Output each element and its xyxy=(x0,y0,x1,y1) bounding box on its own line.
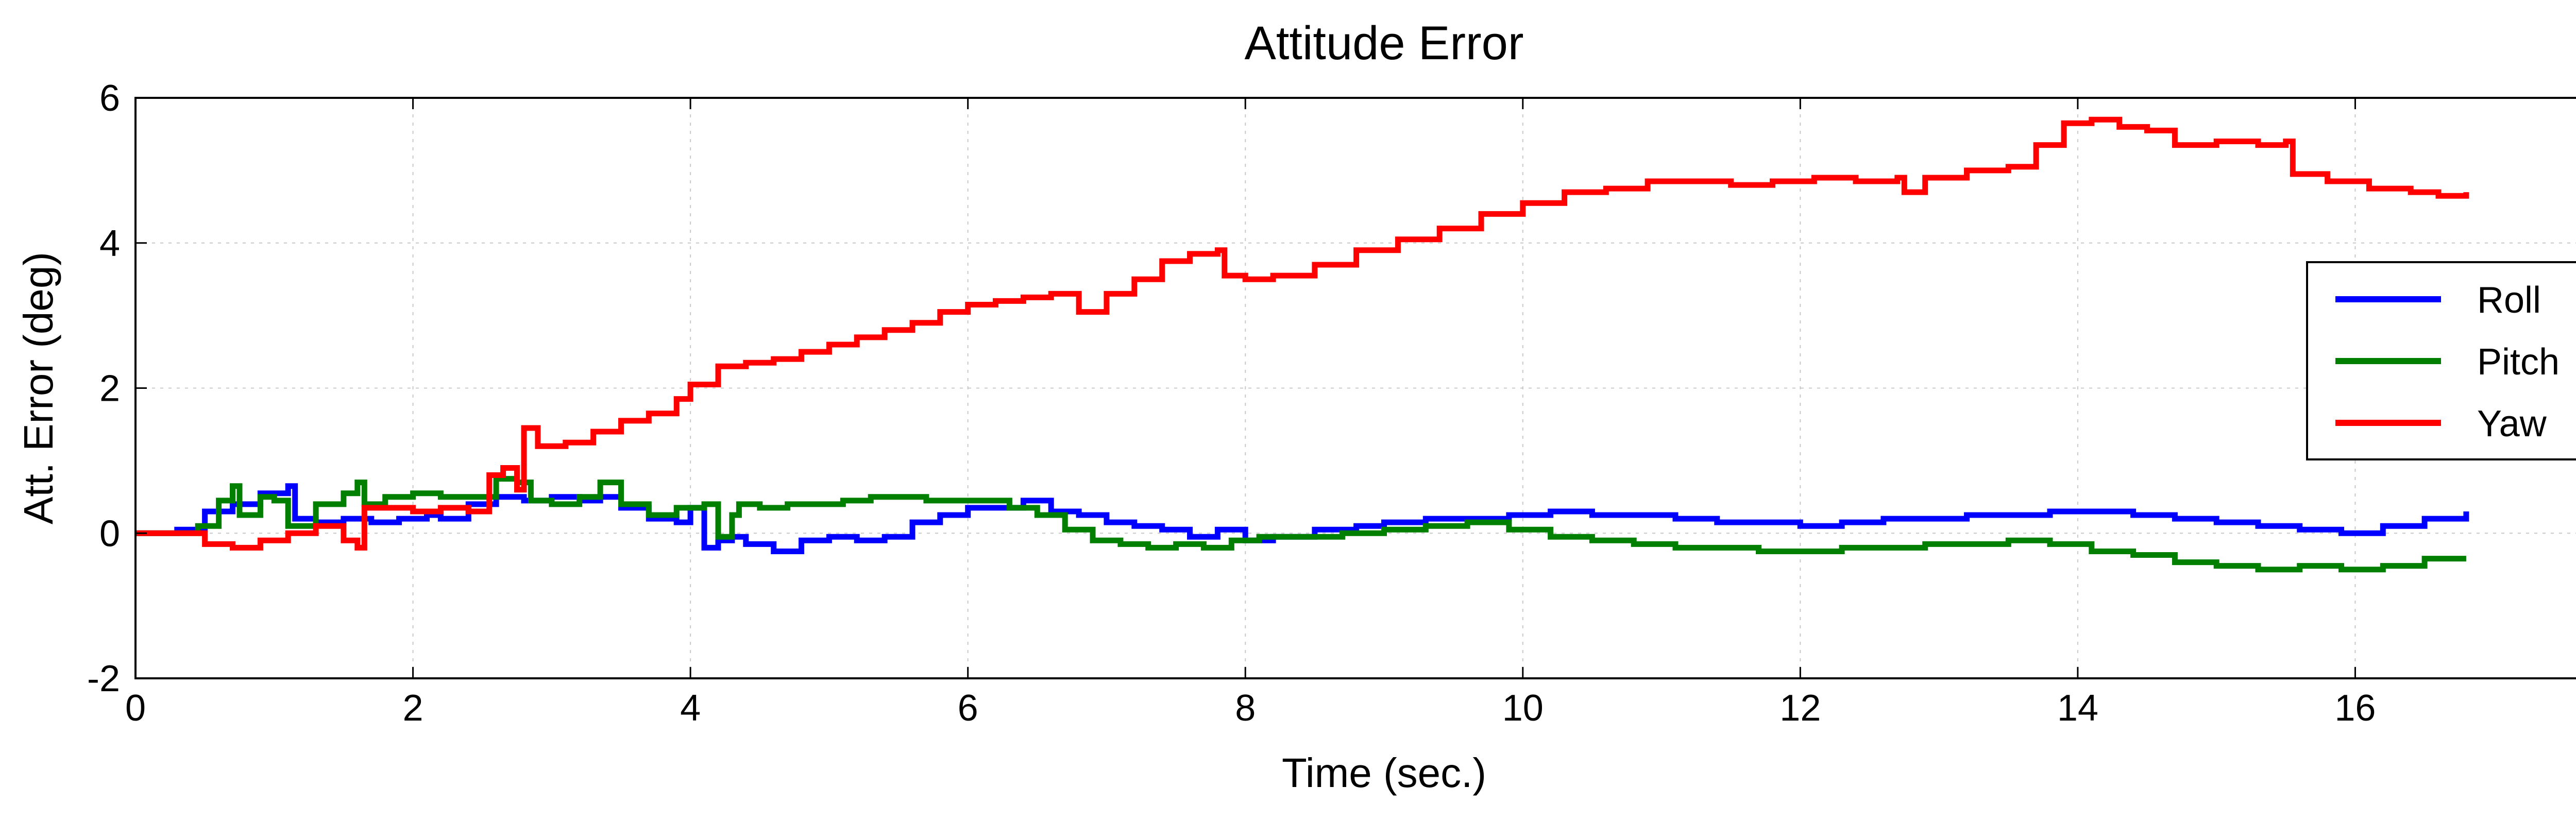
y-tick-label: 4 xyxy=(99,223,120,264)
y-tick-label: 0 xyxy=(99,513,120,554)
x-tick-label: 14 xyxy=(2057,688,2098,729)
x-tick-label: 2 xyxy=(403,688,423,729)
x-tick-label: 16 xyxy=(2334,688,2376,729)
x-tick-label: 4 xyxy=(680,688,701,729)
legend-label-pitch: Pitch xyxy=(2477,341,2560,383)
y-axis-label: Att. Error (deg) xyxy=(15,252,61,524)
x-tick-label: 8 xyxy=(1235,688,1256,729)
chart-title: Attitude Error xyxy=(1245,17,1524,70)
y-tick-label: -2 xyxy=(87,658,120,699)
series-line-roll xyxy=(135,483,2469,554)
x-tick-label: 12 xyxy=(1780,688,1821,729)
data-series xyxy=(135,116,2469,573)
series-line-pitch xyxy=(135,476,2466,573)
x-tick-label: 10 xyxy=(1502,688,1544,729)
legend-label-roll: Roll xyxy=(2477,280,2541,321)
x-tick-label: 6 xyxy=(958,688,978,729)
y-tick-label: 2 xyxy=(99,368,120,409)
x-tick-label: 0 xyxy=(125,688,146,729)
legend-label-yaw: Yaw xyxy=(2477,403,2547,444)
legend: Roll Pitch Yaw xyxy=(2306,261,2576,460)
series-line-yaw xyxy=(135,116,2469,551)
y-tick-label: 6 xyxy=(99,78,120,119)
x-axis-label: Time (sec.) xyxy=(1282,750,1486,796)
